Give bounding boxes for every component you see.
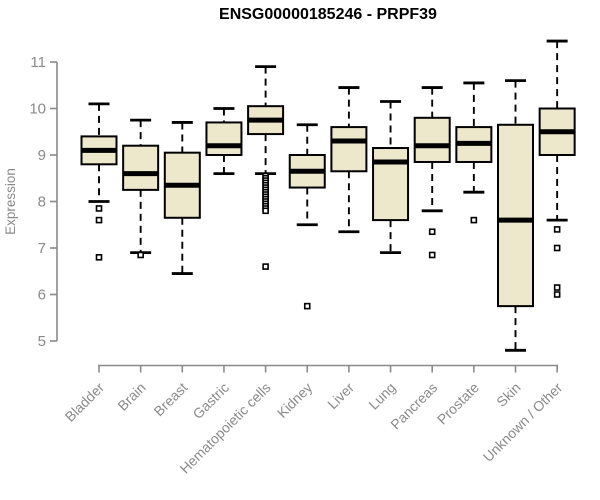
x-tick-label-bladder: Bladder <box>62 379 108 425</box>
x-tick-label-brain: Brain <box>114 379 148 413</box>
boxplot-hematopoietic-cells <box>247 65 285 270</box>
x-tick-label-breast: Breast <box>150 379 190 419</box>
y-tick-label: 8 <box>38 194 46 211</box>
iqr-box <box>497 123 534 308</box>
outlier-point <box>428 251 436 259</box>
y-axis-title: Expression <box>3 168 18 235</box>
boxplot-prostate <box>455 81 493 224</box>
y-tick-label: 5 <box>38 333 46 350</box>
y-tick-label: 10 <box>29 101 46 118</box>
boxplot-pancreas <box>413 86 451 259</box>
x-tick-label-skin: Skin <box>493 379 524 410</box>
outlier-point <box>95 254 103 261</box>
iqr-box <box>330 126 368 173</box>
chart-title: ENSG00000185246 - PRPF39 <box>219 6 437 23</box>
outlier-point <box>262 263 269 270</box>
outlier-point <box>553 291 561 298</box>
iqr-box <box>122 144 160 191</box>
outlier-point <box>553 284 561 291</box>
boxplot-kidney <box>288 123 326 310</box>
outlier-point <box>303 302 311 310</box>
outlier-point <box>137 251 144 259</box>
y-tick-label: 7 <box>38 240 46 257</box>
iqr-box <box>205 121 243 156</box>
boxplot-gastric <box>205 107 243 176</box>
y-axis: 5 6 7 8 9 10 11 Expression <box>3 54 58 350</box>
outlier-point <box>95 216 103 224</box>
boxplot-lung <box>372 100 410 255</box>
x-tick-label-unknown-other: Unknown / Other <box>480 379 566 465</box>
x-tick-label-lung: Lung <box>365 379 398 412</box>
outlier-point <box>95 205 103 212</box>
boxplot-liver <box>330 86 368 234</box>
y-tick-label: 9 <box>38 147 46 164</box>
boxplot-skin <box>497 79 534 352</box>
y-tick-label: 11 <box>30 54 46 71</box>
outlier-point <box>428 228 436 236</box>
outlier-point <box>553 244 561 252</box>
iqr-box <box>413 116 451 163</box>
outlier-point <box>470 216 478 224</box>
x-tick-label-kidney: Kidney <box>274 379 316 421</box>
boxplot-bladder <box>80 102 118 261</box>
x-tick-label-prostate: Prostate <box>434 379 482 427</box>
y-tick-label: 6 <box>38 287 46 304</box>
boxplot-brain <box>122 118 160 259</box>
iqr-box <box>372 147 410 222</box>
outlier-point <box>262 207 269 215</box>
outlier-point <box>553 226 561 233</box>
x-tick-label-liver: Liver <box>324 379 357 412</box>
boxplot-breast <box>163 121 201 275</box>
boxplot-unknown-other <box>538 39 576 298</box>
